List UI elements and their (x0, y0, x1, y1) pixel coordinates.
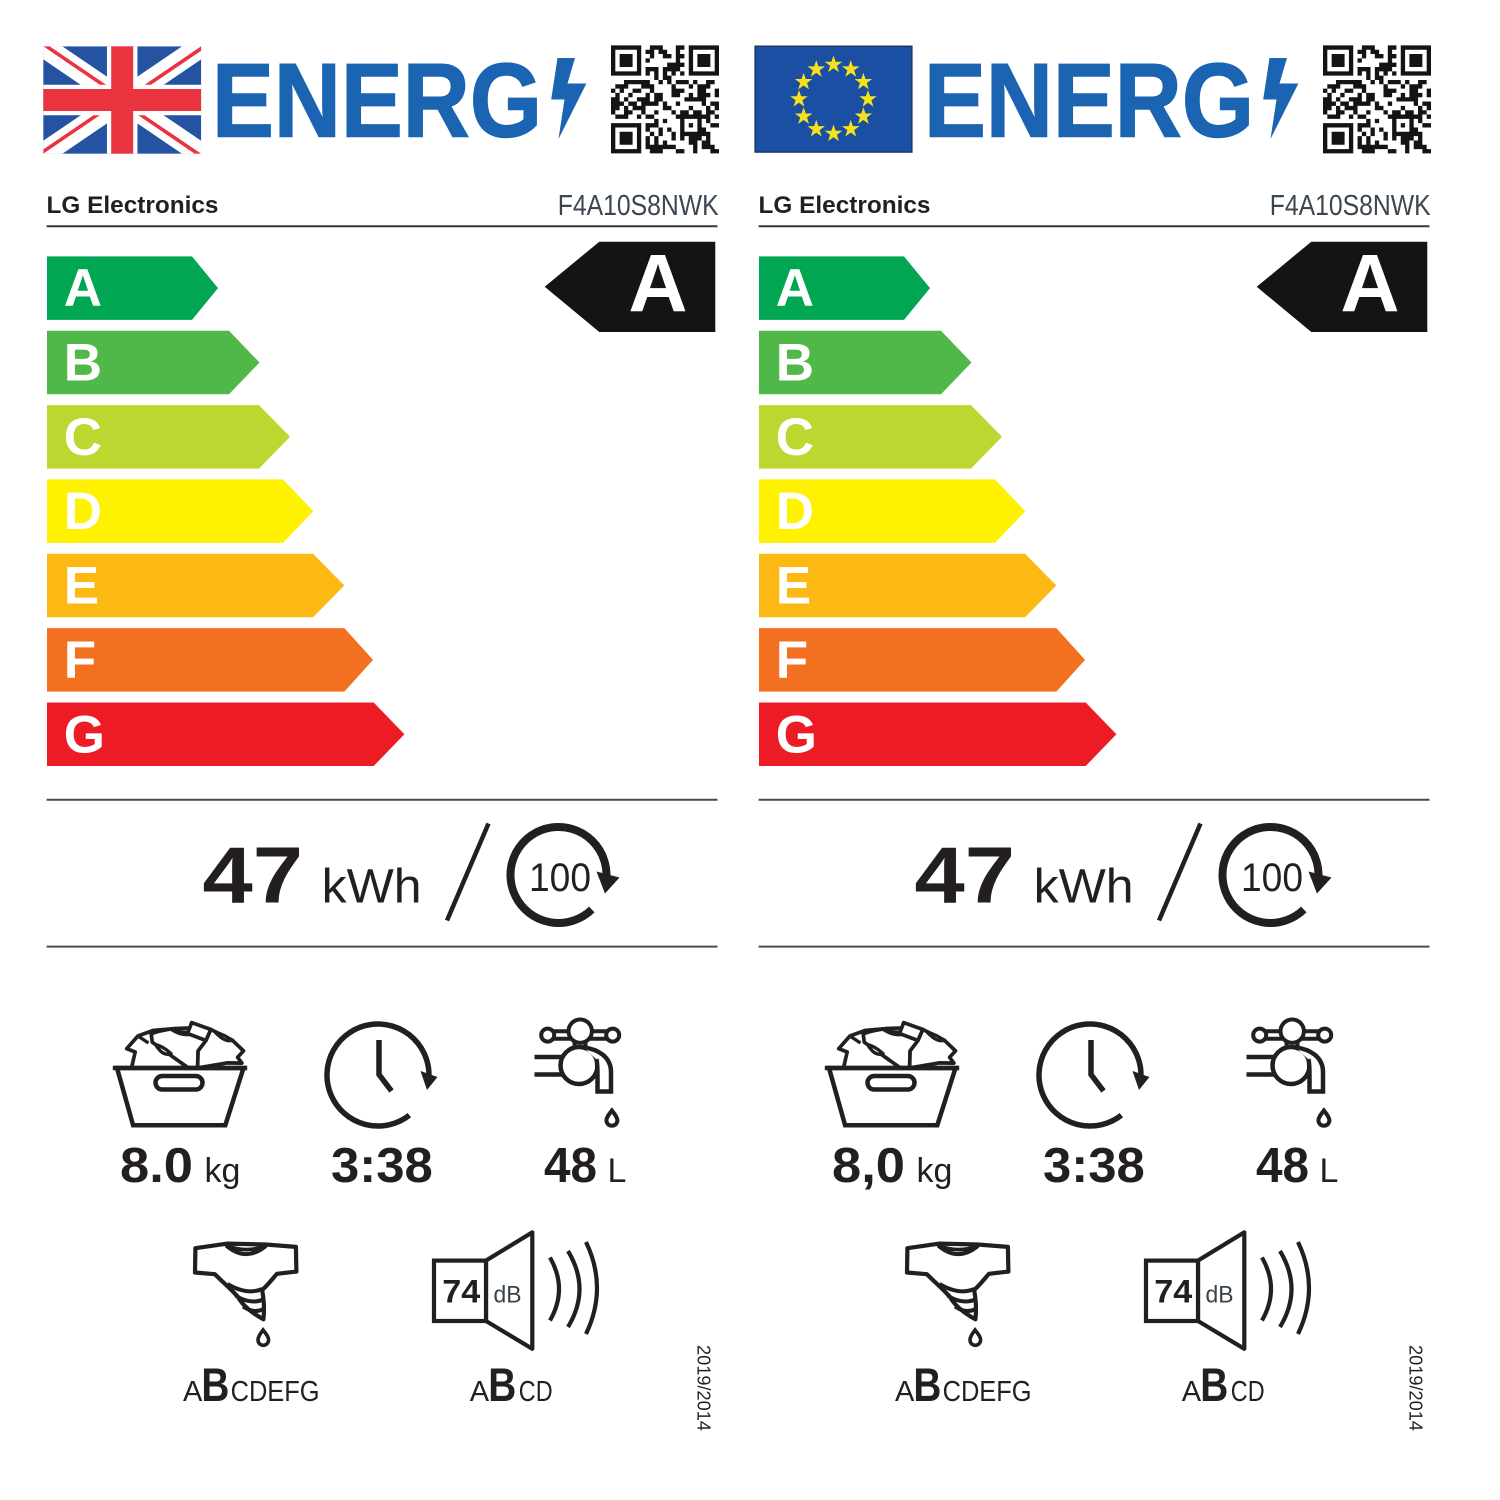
svg-text:8,0: 8,0 (832, 1139, 905, 1193)
svg-text:kg: kg (205, 1152, 241, 1190)
svg-text:8.0: 8.0 (120, 1139, 193, 1193)
svg-text:kg: kg (917, 1152, 953, 1190)
